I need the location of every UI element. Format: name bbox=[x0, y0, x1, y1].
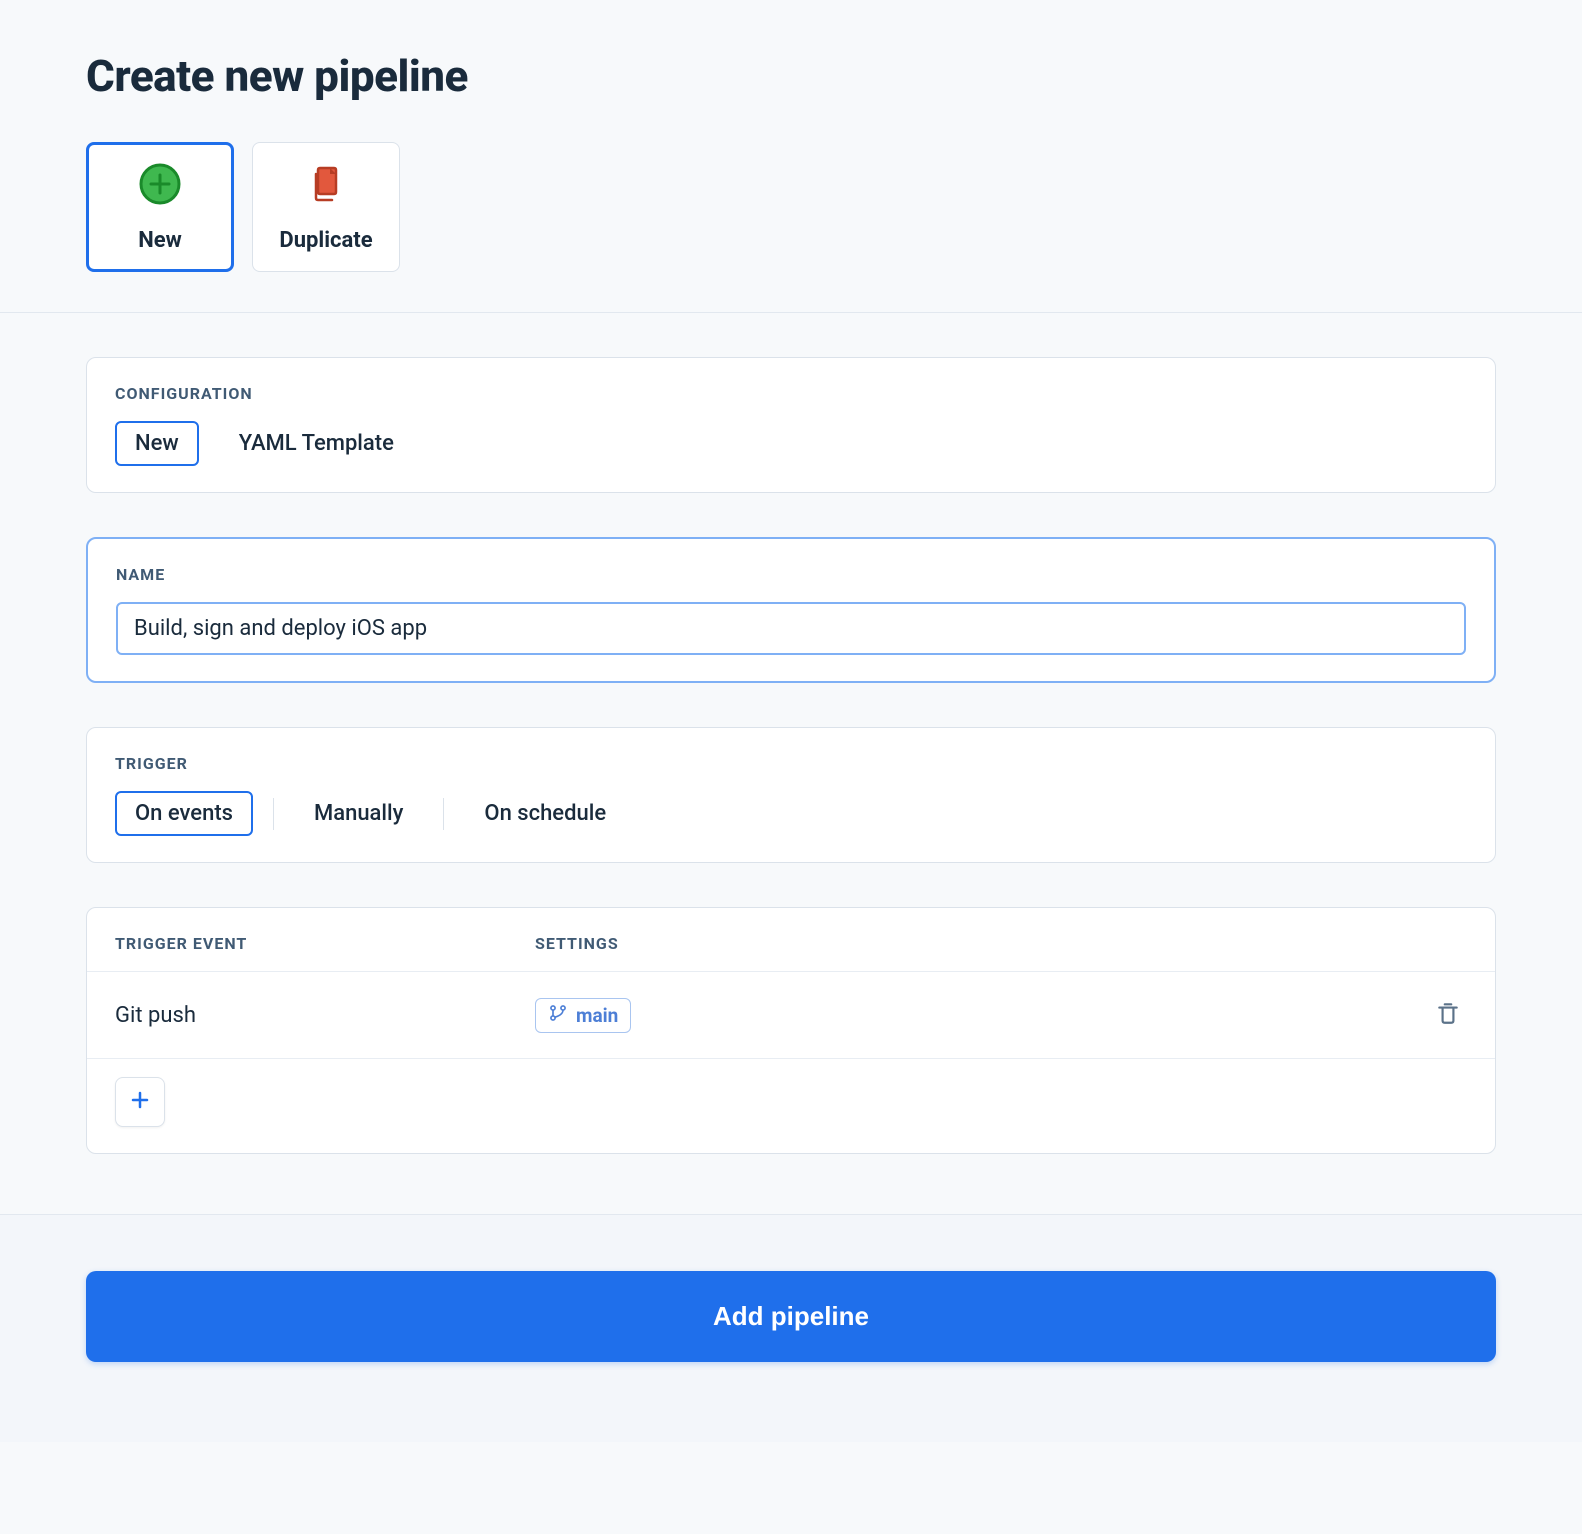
trigger-option-on-schedule[interactable]: On schedule bbox=[464, 791, 626, 836]
config-option-yaml[interactable]: YAML Template bbox=[219, 421, 414, 466]
events-header-event: TRIGGER EVENT bbox=[115, 934, 535, 953]
name-label: NAME bbox=[116, 565, 1466, 584]
event-name: Git push bbox=[115, 1003, 535, 1028]
pipeline-type-selector: New Duplicate bbox=[0, 142, 1582, 312]
pill-divider bbox=[273, 798, 274, 830]
trash-icon bbox=[1435, 1011, 1461, 1030]
trigger-label: TRIGGER bbox=[115, 754, 1467, 773]
delete-event-button[interactable] bbox=[1429, 994, 1467, 1036]
plus-icon bbox=[128, 1088, 152, 1116]
branch-icon bbox=[548, 1003, 568, 1028]
configuration-card: CONFIGURATION New YAML Template bbox=[86, 357, 1496, 493]
type-card-new-label: New bbox=[138, 228, 182, 253]
branch-name: main bbox=[576, 1004, 618, 1027]
pipeline-name-input[interactable] bbox=[116, 602, 1466, 655]
plus-circle-icon bbox=[138, 162, 182, 210]
duplicate-icon bbox=[304, 162, 348, 210]
branch-badge[interactable]: main bbox=[535, 998, 631, 1033]
events-header-settings: SETTINGS bbox=[535, 934, 619, 953]
type-card-duplicate-label: Duplicate bbox=[279, 228, 372, 253]
name-card: NAME bbox=[86, 537, 1496, 683]
add-pipeline-button[interactable]: Add pipeline bbox=[86, 1271, 1496, 1362]
trigger-option-on-events[interactable]: On events bbox=[115, 791, 253, 836]
trigger-card: TRIGGER On events Manually On schedule bbox=[86, 727, 1496, 863]
trigger-option-manually[interactable]: Manually bbox=[294, 791, 423, 836]
config-option-new[interactable]: New bbox=[115, 421, 199, 466]
event-row[interactable]: Git push main bbox=[87, 971, 1495, 1058]
trigger-events-card: TRIGGER EVENT SETTINGS Git push bbox=[86, 907, 1496, 1154]
add-event-button[interactable] bbox=[115, 1077, 165, 1127]
type-card-new[interactable]: New bbox=[86, 142, 234, 272]
pill-divider bbox=[443, 798, 444, 830]
type-card-duplicate[interactable]: Duplicate bbox=[252, 142, 400, 272]
configuration-label: CONFIGURATION bbox=[115, 384, 1467, 403]
page-title: Create new pipeline bbox=[86, 50, 1496, 102]
